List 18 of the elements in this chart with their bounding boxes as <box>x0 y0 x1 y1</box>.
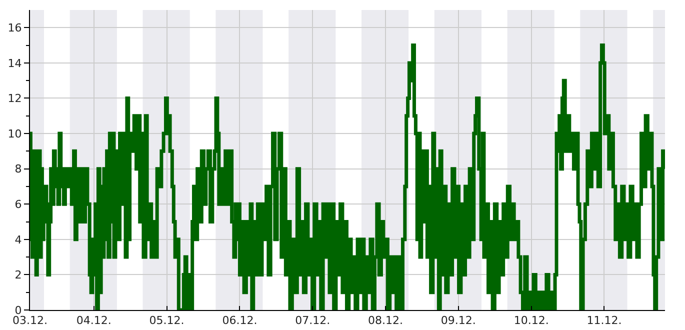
x-tick-label: 09.12. <box>440 314 476 328</box>
y-tick-label: 6 <box>14 198 22 211</box>
y-tick-label: 16 <box>8 22 22 34</box>
y-tick-label: 0 <box>14 304 22 317</box>
x-tick-label: 08.12. <box>368 314 404 328</box>
y-tick-label: 10 <box>8 127 22 140</box>
x-tick-label: 07.12. <box>295 314 330 328</box>
y-tick-label: 8 <box>14 162 22 176</box>
x-tick-label: 03.12. <box>12 314 48 328</box>
y-tick-label: 2 <box>14 268 22 282</box>
x-tick-label: 04.12. <box>76 314 112 328</box>
x-tick-label: 10.12. <box>514 314 549 328</box>
x-tick-label: 05.12. <box>149 314 184 328</box>
y-tick-label: 12 <box>8 92 22 106</box>
x-tick-label: 11.12. <box>586 314 622 328</box>
x-tick-label: 06.12. <box>222 314 258 328</box>
y-tick-label: 14 <box>8 56 22 70</box>
y-tick-label: 4 <box>14 233 22 246</box>
